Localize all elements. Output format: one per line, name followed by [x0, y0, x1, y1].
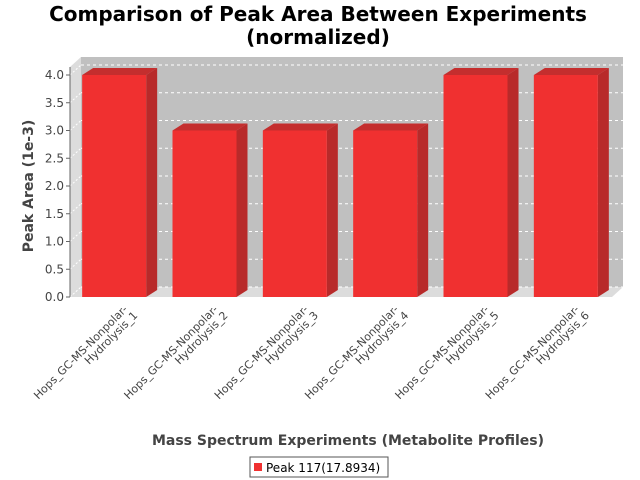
- gridline-wall: [69, 147, 82, 159]
- legend-box: [249, 456, 389, 478]
- bar-top: [82, 68, 158, 75]
- y-tick-label: 0.0: [45, 290, 64, 304]
- gridline-wall: [69, 64, 82, 76]
- x-axis-categories: Hops_GC-MS-Nonpolar-Hydrolysis_1Hops_GC-…: [31, 303, 592, 402]
- bar: [82, 68, 158, 297]
- chart-title-line-1: Comparison of Peak Area Between Experime…: [49, 2, 587, 26]
- gridline-wall: [69, 92, 82, 104]
- bar: [353, 123, 429, 297]
- bar-top: [353, 123, 429, 131]
- legend-label: Peak 117(17.8934): [266, 461, 380, 475]
- chart-title-line-2: (normalized): [246, 25, 390, 49]
- gridline-wall: [69, 175, 82, 187]
- y-tick-label: 4.0: [45, 68, 64, 82]
- bar-front: [533, 75, 598, 297]
- y-axis-ticks: 0.0 0.5 1.0 1.5 2.0 2.5 3.0 3.5 4.0: [45, 67, 71, 304]
- y-tick-label: 3.5: [45, 96, 64, 110]
- y-tick-label: 2.5: [45, 151, 64, 165]
- bars: [82, 68, 609, 297]
- bar-top: [533, 68, 609, 75]
- plot-left-wall: [70, 57, 81, 297]
- gridline-wall: [69, 286, 82, 298]
- gridline-wall: [69, 231, 82, 242]
- bar-side: [417, 123, 429, 297]
- y-tick-label: 0.5: [45, 262, 64, 276]
- x-axis-label: Mass Spectrum Experiments (Metabolite Pr…: [152, 433, 544, 449]
- y-axis-label: Peak Area (1e-3): [21, 120, 37, 253]
- y-tick-label: 1.0: [45, 235, 64, 249]
- bar-side: [236, 123, 248, 297]
- bar-front: [353, 130, 418, 297]
- bar: [172, 123, 248, 297]
- bar-top: [172, 123, 248, 131]
- bar-side: [597, 68, 609, 297]
- bar: [533, 68, 609, 297]
- y-tick-label: 2.0: [45, 179, 64, 193]
- bar-front: [262, 130, 327, 297]
- bar-front: [172, 130, 237, 297]
- legend-swatch: [254, 463, 262, 471]
- y-tick-label: 1.5: [45, 207, 64, 221]
- gridline-wall: [69, 203, 82, 215]
- bar-side: [326, 123, 338, 297]
- gridline-wall: [69, 258, 82, 270]
- bar-top: [262, 123, 338, 131]
- bar-front: [82, 75, 147, 297]
- bar-front: [443, 75, 508, 297]
- y-tick-label: 3.0: [45, 124, 64, 138]
- bar-side: [507, 68, 519, 297]
- bar: [443, 68, 519, 297]
- bar-top: [443, 68, 519, 75]
- gridline-wall: [69, 120, 82, 131]
- bar-side: [146, 68, 158, 297]
- legend: Peak 117(17.8934): [249, 456, 389, 478]
- x-category-label: Hops_GC-MS-Nonpolar-: [31, 303, 130, 402]
- bar: [262, 123, 338, 297]
